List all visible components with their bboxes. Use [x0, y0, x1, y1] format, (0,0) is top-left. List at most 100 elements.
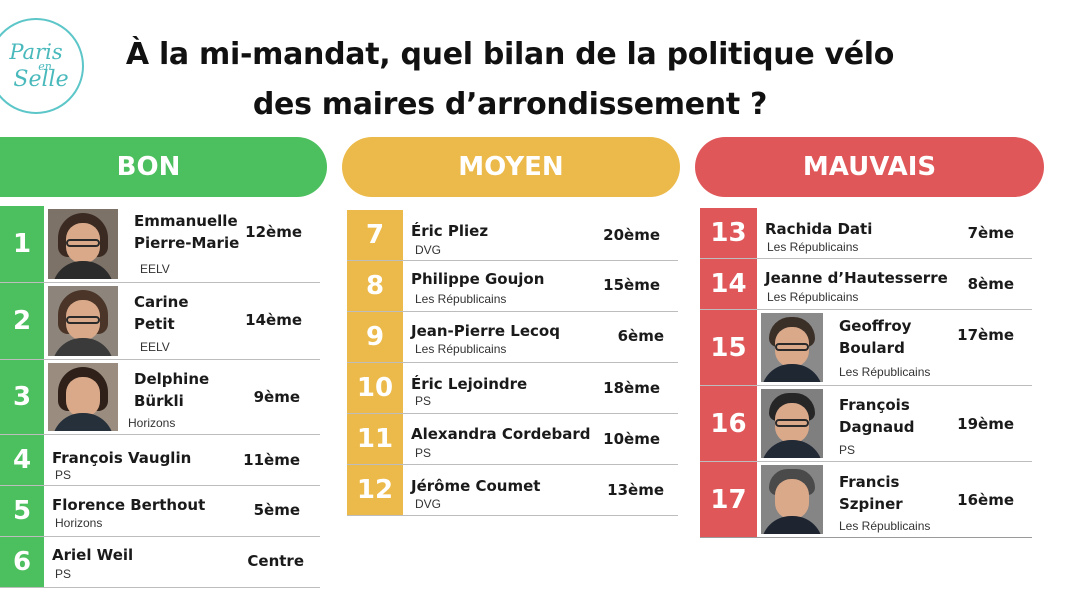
mayor-name: Jérôme Coumet — [411, 477, 541, 495]
rank-number: 14 — [700, 259, 757, 309]
mayor-row-9: 9 Jean-Pierre Lecoq Les Républicains 6èm… — [347, 312, 678, 363]
mayor-name-last: Petit — [134, 315, 175, 333]
mayor-name: Rachida Dati — [765, 220, 873, 238]
mayor-party: Horizons — [128, 416, 176, 430]
rank-number: 13 — [700, 208, 757, 258]
mayor-name-last: Pierre-Marie — [134, 234, 240, 252]
mayor-name: François Vauglin — [52, 449, 192, 467]
rank-number: 16 — [700, 386, 757, 461]
mayor-info: Jérôme Coumet DVG 13ème — [403, 465, 678, 515]
mayor-arrondissement: Centre — [247, 552, 304, 570]
mayor-name-last: Bürkli — [134, 392, 184, 410]
mayor-name-first: Geoffroy — [839, 317, 912, 335]
logo-text-paris: Paris — [9, 39, 63, 64]
mayor-row-7: 7 Éric Pliez DVG 20ème — [347, 210, 678, 261]
rank-number: 7 — [347, 210, 403, 260]
mayor-party: Les Républicains — [767, 290, 859, 304]
mayor-info: Ariel Weil PS Centre — [44, 537, 320, 587]
mayor-party: PS — [55, 468, 72, 482]
logo-text-selle: Selle — [13, 66, 69, 92]
mayor-row-4: 4 François Vauglin PS 11ème — [0, 435, 320, 486]
rank-number: 15 — [700, 310, 757, 385]
mayor-name: Jeanne d’Hautesserre — [765, 269, 948, 287]
mayor-name-first: Carine — [134, 293, 189, 311]
page-title: À la mi-mandat, quel bilan de la politiq… — [100, 30, 920, 130]
mayor-info: Francis Szpiner Les Républicains 16ème — [831, 462, 1032, 537]
logo-text-en: en — [38, 59, 52, 73]
mayor-row-2: 2 Carine Petit EELV 14ème — [0, 283, 320, 360]
mayor-party: Les Républicains — [839, 519, 931, 533]
mayor-name: Florence Berthout — [52, 496, 206, 514]
mayor-name: Alexandra Cordebard — [411, 425, 591, 443]
mayor-arrondissement: 6ème — [617, 327, 664, 345]
mayor-arrondissement: 10ème — [603, 430, 660, 448]
mayor-name-last: Dagnaud — [839, 418, 915, 436]
mayor-photo — [761, 313, 823, 382]
mayor-info: Florence Berthout Horizons 5ème — [44, 486, 320, 536]
mayor-arrondissement: 15ème — [603, 276, 660, 294]
mayor-party: PS — [55, 567, 72, 581]
mayor-name: Éric Pliez — [411, 222, 489, 240]
rank-number: 8 — [347, 261, 403, 311]
mayor-name-first: François — [839, 396, 910, 414]
mayor-info: François Dagnaud PS 19ème — [831, 386, 1032, 461]
mayor-row-5: 5 Florence Berthout Horizons 5ème — [0, 486, 320, 537]
rank-number: 11 — [347, 414, 403, 464]
mayor-arrondissement: 13ème — [607, 481, 664, 499]
mayor-row-15: 15 Geoffroy Boulard Les Républicains 17è… — [700, 310, 1032, 386]
mayor-row-3: 3 Delphine Bürkli Horizons 9ème — [0, 360, 320, 435]
mayor-name-first: Emmanuelle — [134, 212, 238, 230]
mayor-arrondissement: 9ème — [253, 388, 300, 406]
mayor-party: PS — [839, 443, 856, 457]
mayor-party: Les Républicains — [415, 292, 507, 306]
mayor-party: Les Républicains — [839, 365, 931, 379]
rank-number: 4 — [0, 435, 44, 485]
mayor-arrondissement: 19ème — [957, 415, 1014, 433]
mayor-row-13: 13 Rachida Dati Les Républicains 7ème — [700, 208, 1032, 259]
mayor-name-first: Francis — [839, 473, 900, 491]
mayor-name: Jean-Pierre Lecoq — [411, 322, 560, 340]
mayor-arrondissement: 18ème — [603, 379, 660, 397]
header-mauvais: MAUVAIS — [695, 137, 1044, 197]
rank-number: 5 — [0, 486, 44, 536]
mayor-party: PS — [415, 394, 432, 408]
mayor-arrondissement: 17ème — [957, 326, 1014, 344]
mayor-info: Geoffroy Boulard Les Républicains 17ème — [831, 310, 1032, 385]
mayor-arrondissement: 5ème — [253, 501, 300, 519]
mayor-info: Jean-Pierre Lecoq Les Républicains 6ème — [403, 312, 678, 362]
mayor-arrondissement: 20ème — [603, 226, 660, 244]
mayor-arrondissement: 7ème — [967, 224, 1014, 242]
rank-number: 12 — [347, 465, 403, 515]
mayor-row-16: 16 François Dagnaud PS 19ème — [700, 386, 1032, 462]
mayor-photo — [48, 363, 118, 431]
mayor-row-1: 1 Emmanuelle Pierre-Marie EELV 12ème — [0, 206, 320, 283]
rank-number: 2 — [0, 283, 44, 359]
mayor-arrondissement: 11ème — [243, 451, 300, 469]
mayor-name: Philippe Goujon — [411, 270, 545, 288]
rank-number: 17 — [700, 462, 757, 537]
mayor-name-first: Delphine — [134, 370, 210, 388]
mayor-party: DVG — [415, 497, 442, 511]
mayor-info: Philippe Goujon Les Républicains 15ème — [403, 261, 678, 311]
mayor-info: Jeanne d’Hautesserre Les Républicains 8è… — [757, 259, 1032, 309]
mayor-info: Carine Petit EELV 14ème — [126, 283, 320, 359]
mayor-party: Horizons — [55, 516, 103, 530]
mayor-arrondissement: 12ème — [245, 223, 302, 241]
mayor-row-11: 11 Alexandra Cordebard PS 10ème — [347, 414, 678, 465]
header-moyen: MOYEN — [342, 137, 680, 197]
mayor-arrondissement: 8ème — [967, 275, 1014, 293]
mayor-party: DVG — [415, 243, 442, 257]
rank-number: 3 — [0, 360, 44, 434]
mayor-name-last: Boulard — [839, 339, 905, 357]
header-bon: BON — [0, 137, 327, 197]
mayor-row-17: 17 Francis Szpiner Les Républicains 16èm… — [700, 462, 1032, 538]
mayor-party: EELV — [140, 262, 170, 276]
mayor-photo — [48, 286, 118, 356]
mayor-party: PS — [415, 446, 432, 460]
mayor-party: Les Républicains — [767, 240, 859, 254]
mayor-row-10: 10 Éric Lejoindre PS 18ème — [347, 363, 678, 414]
title-line-2: des maires d’arrondissement ? — [252, 87, 768, 122]
rank-number: 6 — [0, 537, 44, 587]
mayor-name-last: Szpiner — [839, 495, 903, 513]
mayor-arrondissement: 16ème — [957, 491, 1014, 509]
